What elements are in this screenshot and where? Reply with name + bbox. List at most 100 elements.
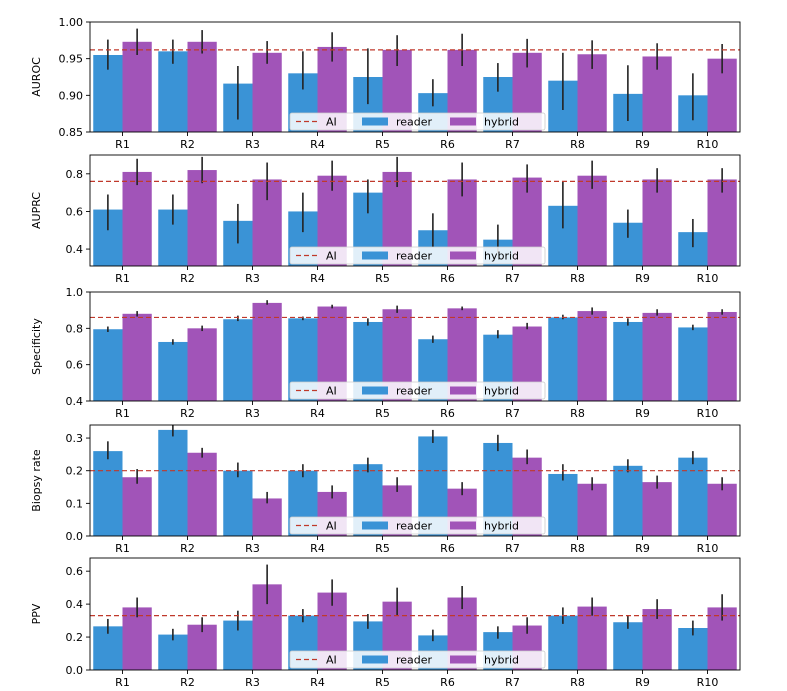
x-tick-label-r3: R3: [245, 138, 260, 151]
legend-box: [289, 112, 546, 131]
legend-label-hybrid: hybrid: [484, 385, 519, 398]
legend-label-hybrid: hybrid: [484, 250, 519, 263]
bar-hybrid-r10: [707, 179, 737, 266]
bar-hybrid-r3: [252, 302, 282, 401]
x-tick-label-r2: R2: [180, 676, 195, 689]
x-tick-label-r5: R5: [375, 676, 390, 689]
x-tick-label-r7: R7: [505, 676, 520, 689]
x-tick-label-r8: R8: [570, 272, 585, 285]
y-tick-label: 0.8: [66, 322, 84, 335]
legend-label-hybrid: hybrid: [484, 654, 519, 667]
y-axis-label: AUROC: [30, 57, 43, 97]
legend-label-ai: AI: [326, 385, 337, 398]
legend-hybrid-swatch: [450, 521, 476, 530]
x-tick-label-r4: R4: [310, 272, 325, 285]
x-tick-label-r1: R1: [115, 542, 130, 555]
chart-panel-auroc: 0.85 0.90 0.95 1.00 AUROC R1 R2 R3 R4 R5 R6 R7 R8 R9 R…: [30, 16, 741, 151]
bar-hybrid-r1: [122, 313, 152, 401]
bar-hybrid-r8: [577, 311, 607, 401]
legend-label-ai: AI: [326, 520, 337, 533]
x-tick-label-r5: R5: [375, 272, 390, 285]
x-tick-label-r1: R1: [115, 676, 130, 689]
legend-hybrid-swatch: [450, 655, 476, 664]
x-tick-label-r2: R2: [180, 272, 195, 285]
legend-label-reader: reader: [396, 116, 433, 129]
legend-label-reader: reader: [396, 250, 433, 263]
legend-label-ai: AI: [326, 654, 337, 667]
y-tick-label: 0.95: [59, 53, 84, 66]
legend-box: [289, 516, 546, 535]
axes-frame: [89, 291, 741, 402]
bar-reader-r2: [158, 341, 188, 401]
legend-box: [289, 381, 546, 400]
bar-hybrid-r3: [252, 52, 282, 132]
y-tick-label: 0.4: [66, 243, 84, 256]
bar-hybrid-r2: [187, 41, 217, 132]
legend-label-reader: reader: [396, 654, 433, 667]
legend: AI reader hybrid: [289, 112, 546, 131]
bar-reader-r2: [158, 51, 188, 132]
bar-reader-r9: [613, 622, 643, 670]
bar-reader-r3: [223, 470, 253, 536]
bar-hybrid-r8: [577, 483, 607, 536]
x-tick-label-r5: R5: [375, 542, 390, 555]
axes-frame: [89, 557, 741, 671]
y-tick-label: 0.4: [66, 598, 84, 611]
chart-panel-auprc: 0.4 0.6 0.8 AUPRC R1 R2 R3 R4 R5 R6 R7 R8 R9 R10 AI rea…: [30, 154, 741, 285]
y-tick-label: 0.4: [66, 395, 84, 408]
chart-panel-biopsy-rate: 0.0 0.1 0.2 0.3 Biopsy rate R1 R2 R3 R4 R5 R6 R7 R8 R…: [30, 424, 741, 555]
x-tick-label-r3: R3: [245, 676, 260, 689]
x-tick-label-r8: R8: [570, 542, 585, 555]
y-tick-label: 0.0: [66, 664, 84, 677]
x-tick-label-r2: R2: [180, 407, 195, 420]
x-tick-label-r8: R8: [570, 138, 585, 151]
x-tick-label-r3: R3: [245, 407, 260, 420]
legend-reader-swatch: [362, 521, 388, 530]
bar-reader-r9: [613, 465, 643, 536]
bar-hybrid-r2: [187, 452, 217, 536]
x-tick-label-r6: R6: [440, 272, 455, 285]
bar-reader-r2: [158, 634, 188, 670]
legend: AI reader hybrid: [289, 516, 546, 535]
x-tick-label-r4: R4: [310, 676, 325, 689]
legend-label-ai: AI: [326, 250, 337, 263]
legend-hybrid-swatch: [450, 386, 476, 395]
bar-hybrid-r9: [642, 312, 672, 401]
legend-box: [289, 650, 546, 669]
y-tick-label: 0.90: [59, 89, 84, 102]
bar-reader-r2: [158, 429, 188, 536]
legend-reader-swatch: [362, 386, 388, 395]
legend-label-ai: AI: [326, 116, 337, 129]
legend: AI reader hybrid: [289, 650, 546, 669]
bar-hybrid-r1: [122, 41, 152, 132]
x-tick-label-r6: R6: [440, 676, 455, 689]
x-tick-label-r9: R9: [635, 542, 650, 555]
y-tick-label: 0.2: [66, 465, 84, 478]
bar-reader-r1: [93, 451, 123, 536]
x-tick-label-r4: R4: [310, 407, 325, 420]
x-tick-label-r8: R8: [570, 407, 585, 420]
x-tick-label-r4: R4: [310, 138, 325, 151]
legend-reader-swatch: [362, 251, 388, 260]
x-tick-label-r6: R6: [440, 407, 455, 420]
bar-hybrid-r9: [642, 179, 672, 266]
bar-hybrid-r2: [187, 170, 217, 266]
x-tick-label-r2: R2: [180, 138, 195, 151]
bar-reader-r10: [678, 457, 708, 536]
x-tick-label-r2: R2: [180, 542, 195, 555]
x-tick-label-r5: R5: [375, 138, 390, 151]
x-tick-label-r1: R1: [115, 272, 130, 285]
bar-reader-r10: [678, 327, 708, 401]
bar-reader-r9: [613, 321, 643, 401]
bar-hybrid-r10: [707, 311, 737, 401]
bar-reader-r8: [548, 317, 578, 401]
x-tick-label-r7: R7: [505, 407, 520, 420]
y-tick-label: 0.3: [66, 432, 84, 445]
bar-reader-r1: [93, 329, 123, 401]
bar-hybrid-r1: [122, 477, 152, 536]
axes-frame: [89, 21, 741, 133]
bar-hybrid-r8: [577, 175, 607, 266]
x-tick-label-r8: R8: [570, 676, 585, 689]
x-tick-label-r7: R7: [505, 272, 520, 285]
